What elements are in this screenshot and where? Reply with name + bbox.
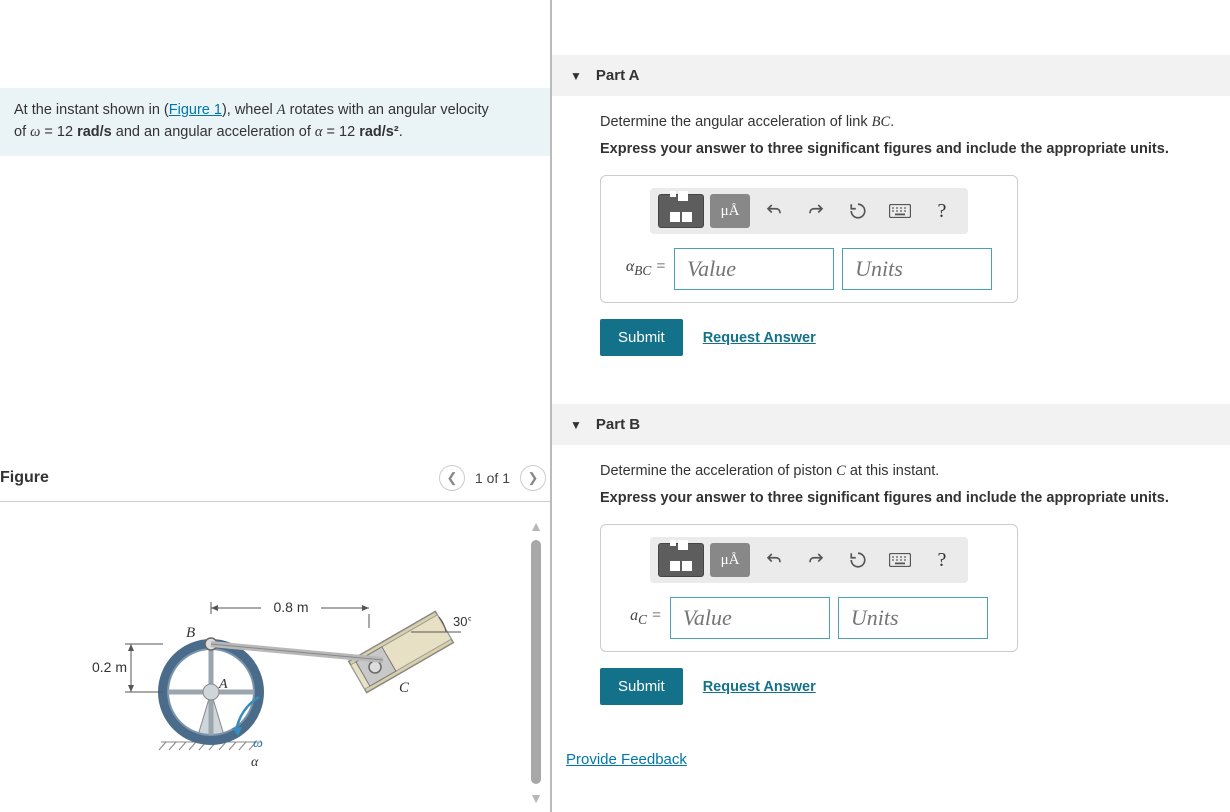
part-a-toolbar: μÅ ? (650, 188, 968, 234)
figure-link[interactable]: Figure 1 (169, 102, 222, 118)
part-a-title: Part A (596, 67, 640, 84)
part-a-header[interactable]: ▼ Part A (552, 55, 1230, 96)
part-b-answer-box: μÅ ? aC = (600, 524, 1018, 652)
alpha-unit: rad/s² (359, 124, 399, 140)
figure-pager: 1 of 1 (475, 470, 510, 486)
problem-text-2: ), wheel (222, 102, 277, 118)
collapse-icon[interactable]: ▼ (570, 418, 582, 432)
templates-icon (669, 190, 693, 232)
scroll-track[interactable] (531, 540, 541, 784)
part-a-question: Determine the angular acceleration of li… (600, 114, 1212, 131)
part-b-header[interactable]: ▼ Part B (552, 404, 1230, 445)
figure-image: 0.8 m 0.2 m 30° B A (0, 512, 522, 812)
omega-unit: rad/s (77, 124, 112, 140)
part-b-body: Determine the acceleration of piston C a… (552, 445, 1230, 723)
problem-text-3: rotates with an angular velocity (286, 102, 489, 118)
figure-nav: ❮ 1 of 1 ❯ (439, 465, 546, 491)
figure-next-button[interactable]: ❯ (520, 465, 546, 491)
part-a-submit-button[interactable]: Submit (600, 319, 683, 356)
part-a-request-answer-link[interactable]: Request Answer (703, 330, 816, 346)
keyboard-button[interactable] (882, 195, 918, 227)
templates-button[interactable] (658, 543, 704, 577)
part-a-instruction: Express your answer to three significant… (600, 141, 1212, 157)
omega-symbol: ω (30, 124, 40, 140)
keyboard-button[interactable] (882, 544, 918, 576)
part-b-value-input[interactable] (670, 597, 830, 639)
templates-icon (669, 539, 693, 581)
part-b-question: Determine the acceleration of piston C a… (600, 463, 1212, 480)
wheel-variable: A (277, 102, 286, 118)
part-b-request-answer-link[interactable]: Request Answer (703, 679, 816, 695)
part-b-toolbar: μÅ ? (650, 537, 968, 583)
part-a-value-input[interactable] (674, 248, 834, 290)
problem-text-1: At the instant shown in ( (14, 102, 169, 118)
link-bc-var: BC (872, 114, 891, 130)
problem-text-4: of (14, 124, 30, 140)
scroll-up-icon[interactable]: ▲ (527, 516, 545, 536)
part-b-instruction: Express your answer to three significant… (600, 490, 1212, 506)
part-a-units-input[interactable] (842, 248, 992, 290)
fig-label-alpha: α (251, 755, 259, 770)
figure-header: Figure ❮ 1 of 1 ❯ (0, 459, 550, 502)
part-a-body: Determine the angular acceleration of li… (552, 96, 1230, 374)
piston-c-var: C (836, 463, 846, 479)
help-button[interactable]: ? (924, 544, 960, 576)
fig-label-length: 0.8 m (273, 599, 308, 615)
part-b-var-label: aC = (630, 607, 662, 628)
undo-button[interactable] (756, 195, 792, 227)
fig-label-C: C (399, 680, 410, 696)
part-b-units-input[interactable] (838, 597, 988, 639)
special-chars-button[interactable]: μÅ (710, 543, 750, 577)
problem-text-end: . (399, 124, 403, 140)
alpha-value: = 12 (323, 124, 360, 140)
figure-scrollbar[interactable]: ▲ ▼ (522, 512, 550, 812)
special-chars-button[interactable]: μÅ (710, 194, 750, 228)
help-button[interactable]: ? (924, 195, 960, 227)
scroll-down-icon[interactable]: ▼ (527, 788, 545, 808)
fig-label-A: A (218, 677, 228, 692)
fig-label-omega: ω (253, 736, 263, 751)
collapse-icon[interactable]: ▼ (570, 69, 582, 83)
alpha-symbol: α (315, 124, 323, 140)
part-b-title: Part B (596, 416, 640, 433)
reset-button[interactable] (840, 544, 876, 576)
problem-text-5: and an angular acceleration of (112, 124, 315, 140)
problem-statement: At the instant shown in (Figure 1), whee… (0, 88, 550, 156)
fig-label-angle: 30° (453, 614, 471, 629)
provide-feedback-link[interactable]: Provide Feedback (566, 751, 1230, 768)
undo-button[interactable] (756, 544, 792, 576)
part-a-var-label: αBC = (626, 258, 666, 279)
fig-label-radius: 0.2 m (92, 659, 127, 675)
part-b-submit-button[interactable]: Submit (600, 668, 683, 705)
redo-button[interactable] (798, 195, 834, 227)
reset-button[interactable] (840, 195, 876, 227)
fig-label-B: B (186, 625, 195, 641)
omega-value: = 12 (40, 124, 77, 140)
part-a-answer-box: μÅ ? αBC = (600, 175, 1018, 303)
figure-title: Figure (0, 469, 49, 487)
templates-button[interactable] (658, 194, 704, 228)
redo-button[interactable] (798, 544, 834, 576)
figure-prev-button[interactable]: ❮ (439, 465, 465, 491)
